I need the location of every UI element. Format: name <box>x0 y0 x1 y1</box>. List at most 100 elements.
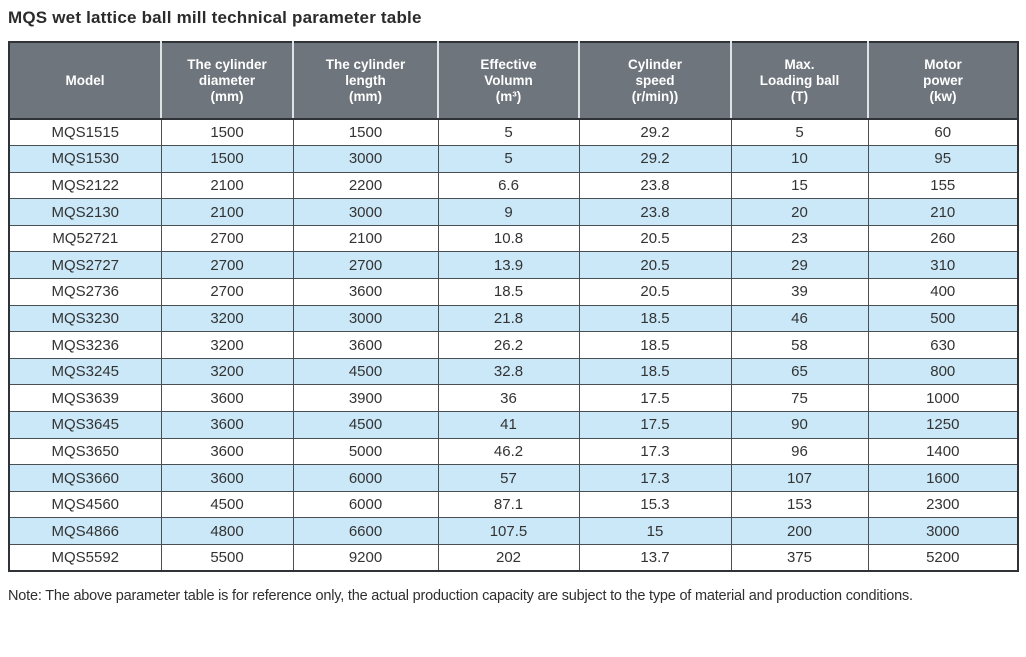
value-cell: 800 <box>867 357 1019 386</box>
value-cell: 1250 <box>867 411 1019 439</box>
value-cell: 500 <box>867 304 1019 333</box>
table-row: MQS3645 3600 4500 41 17.5 90 1250 <box>8 411 1019 439</box>
header-cell-0: Model <box>8 41 162 120</box>
table-body: MQS1515 1500 1500 5 29.2 5 60 MQS1530 1500 3000 5 2… <box>8 118 1019 572</box>
value-cell: 17.3 <box>578 437 732 466</box>
value-cell: 3000 <box>867 517 1019 545</box>
value-cell: 6000 <box>292 464 439 492</box>
table-row: MQ52721 2700 2100 10.8 20.5 23 260 <box>8 224 1019 253</box>
value-cell: 23.8 <box>578 171 732 200</box>
value-cell: 20.5 <box>578 278 732 306</box>
table-row: MQS4866 4800 6600 107.5 15 200 3000 <box>8 517 1019 545</box>
value-cell: 96 <box>730 437 869 466</box>
value-cell: 2300 <box>867 490 1019 519</box>
value-cell: 2700 <box>160 251 294 280</box>
model-cell: MQS2736 <box>8 278 162 306</box>
model-cell: MQS1515 <box>8 118 162 147</box>
table-head: Model The cylinder diameter (mm) The cylin… <box>8 41 1019 120</box>
model-cell: MQS4866 <box>8 517 162 545</box>
value-cell: 200 <box>730 517 869 545</box>
value-cell: 32.8 <box>437 357 580 386</box>
model-cell: MQS4560 <box>8 490 162 519</box>
value-cell: 3000 <box>292 304 439 333</box>
value-cell: 15 <box>578 517 732 545</box>
table-header-row: Model The cylinder diameter (mm) The cylin… <box>8 41 1019 120</box>
value-cell: 3600 <box>160 437 294 466</box>
table-row: MQS3245 3200 4500 32.8 18.5 65 800 <box>8 357 1019 386</box>
value-cell: 46 <box>730 304 869 333</box>
header-cell-5: Max. Loading ball (T) <box>730 41 869 120</box>
value-cell: 6.6 <box>437 171 580 200</box>
value-cell: 5 <box>730 118 869 147</box>
value-cell: 9200 <box>292 544 439 572</box>
value-cell: 1500 <box>292 118 439 147</box>
value-cell: 26.2 <box>437 331 580 359</box>
value-cell: 1500 <box>160 118 294 147</box>
value-cell: 13.7 <box>578 544 732 572</box>
value-cell: 18.5 <box>578 357 732 386</box>
table-row: MQS2727 2700 2700 13.9 20.5 29 310 <box>8 251 1019 280</box>
value-cell: 46.2 <box>437 437 580 466</box>
value-cell: 2200 <box>292 171 439 200</box>
model-cell: MQS3230 <box>8 304 162 333</box>
table-row: MQS3639 3600 3900 36 17.5 75 1000 <box>8 384 1019 413</box>
table-row: MQS5592 5500 9200 202 13.7 375 5200 <box>8 544 1019 572</box>
header-cell-3: Effective Volumn (m³) <box>437 41 580 120</box>
model-cell: MQS2727 <box>8 251 162 280</box>
value-cell: 3900 <box>292 384 439 413</box>
value-cell: 23 <box>730 224 869 253</box>
value-cell: 57 <box>437 464 580 492</box>
value-cell: 17.3 <box>578 464 732 492</box>
value-cell: 20.5 <box>578 224 732 253</box>
value-cell: 630 <box>867 331 1019 359</box>
value-cell: 41 <box>437 411 580 439</box>
model-cell: MQS3645 <box>8 411 162 439</box>
parameter-table: Model The cylinder diameter (mm) The cylin… <box>8 41 1019 573</box>
value-cell: 155 <box>867 171 1019 200</box>
value-cell: 95 <box>867 145 1019 173</box>
value-cell: 29.2 <box>578 118 732 147</box>
value-cell: 2100 <box>292 224 439 253</box>
value-cell: 2700 <box>160 278 294 306</box>
model-cell: MQS1530 <box>8 145 162 173</box>
model-cell: MQS3660 <box>8 464 162 492</box>
value-cell: 18.5 <box>437 278 580 306</box>
value-cell: 3600 <box>160 411 294 439</box>
model-cell: MQ52721 <box>8 224 162 253</box>
value-cell: 6000 <box>292 490 439 519</box>
value-cell: 20 <box>730 198 869 226</box>
value-cell: 202 <box>437 544 580 572</box>
value-cell: 3600 <box>292 278 439 306</box>
model-cell: MQS3236 <box>8 331 162 359</box>
value-cell: 5000 <box>292 437 439 466</box>
value-cell: 5200 <box>867 544 1019 572</box>
value-cell: 153 <box>730 490 869 519</box>
table-row: MQS3230 3200 3000 21.8 18.5 46 500 <box>8 304 1019 333</box>
value-cell: 17.5 <box>578 384 732 413</box>
model-cell: MQS2122 <box>8 171 162 200</box>
value-cell: 107 <box>730 464 869 492</box>
value-cell: 4800 <box>160 517 294 545</box>
note-text: Note: The above parameter table is for r… <box>8 588 913 605</box>
value-cell: 210 <box>867 198 1019 226</box>
value-cell: 4500 <box>292 357 439 386</box>
value-cell: 13.9 <box>437 251 580 280</box>
value-cell: 5 <box>437 145 580 173</box>
table-row: MQS2122 2100 2200 6.6 23.8 15 155 <box>8 171 1019 200</box>
value-cell: 3600 <box>292 331 439 359</box>
value-cell: 3600 <box>160 464 294 492</box>
table-row: MQS3660 3600 6000 57 17.3 107 1600 <box>8 464 1019 492</box>
value-cell: 23.8 <box>578 198 732 226</box>
value-cell: 18.5 <box>578 331 732 359</box>
value-cell: 10 <box>730 145 869 173</box>
value-cell: 58 <box>730 331 869 359</box>
value-cell: 21.8 <box>437 304 580 333</box>
value-cell: 60 <box>867 118 1019 147</box>
value-cell: 3200 <box>160 357 294 386</box>
header-cell-2: The cylinder length (mm) <box>292 41 439 120</box>
value-cell: 29.2 <box>578 145 732 173</box>
value-cell: 2700 <box>292 251 439 280</box>
value-cell: 9 <box>437 198 580 226</box>
value-cell: 310 <box>867 251 1019 280</box>
